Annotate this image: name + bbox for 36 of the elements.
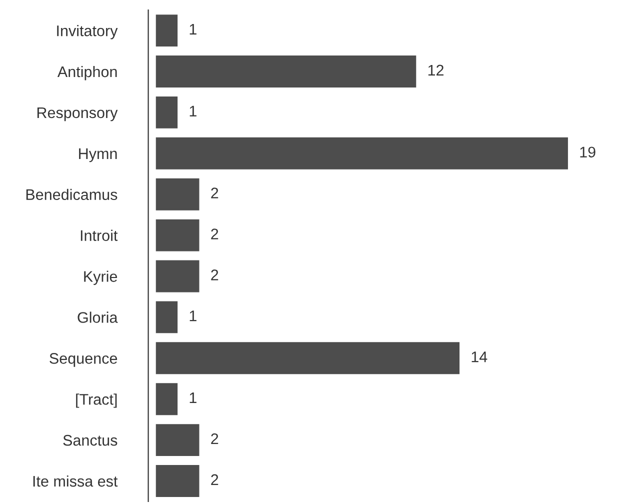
y-tick-label: [Tract] [76, 394, 117, 408]
bar [156, 137, 568, 170]
bar [156, 301, 178, 334]
data-label: 1 [190, 24, 196, 35]
data-label: 2 [211, 433, 218, 444]
y-tick-label: Sequence [50, 353, 118, 367]
y-tick-label: Responsory [37, 107, 118, 122]
data-label: 2 [211, 188, 218, 198]
y-tick-label: Gloria [78, 312, 118, 323]
data-label: 2 [211, 474, 218, 485]
bar [156, 260, 200, 292]
bar [156, 424, 200, 456]
bar [156, 342, 460, 374]
data-label: 1 [190, 106, 196, 116]
bar [156, 14, 178, 47]
y-tick-label: Introit [80, 230, 118, 241]
bar [156, 219, 200, 252]
bar [156, 56, 416, 88]
data-label: 2 [211, 270, 218, 280]
y-tick-label: Ite missa est [33, 475, 118, 487]
y-tick-label: Kyrie [84, 270, 118, 285]
data-label: 2 [211, 228, 218, 240]
y-tick-label: Sanctus [63, 434, 118, 446]
data-label: 1 [190, 310, 196, 322]
y-tick-label: Invitatory [57, 25, 118, 40]
y-tick-label: Benedicamus [26, 188, 118, 200]
data-label: 19 [580, 146, 596, 158]
data-label: 1 [190, 392, 196, 404]
y-tick-label: Hymn [79, 148, 117, 162]
data-label: 14 [472, 352, 488, 362]
bar [156, 383, 178, 416]
bar [156, 465, 200, 497]
data-label: 12 [428, 64, 444, 76]
bar [156, 178, 200, 210]
bar [156, 96, 178, 128]
y-tick-label: Antiphon [57, 66, 117, 80]
